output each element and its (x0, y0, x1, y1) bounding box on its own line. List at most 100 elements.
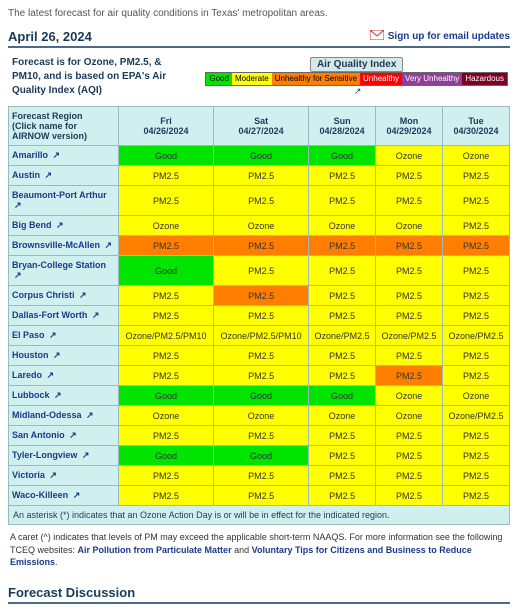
region-link[interactable]: Amarillo ↗ (9, 146, 119, 166)
aqi-level: Moderate (232, 73, 272, 85)
region-link[interactable]: El Paso ↗ (9, 326, 119, 346)
region-link[interactable]: Corpus Christi ↗ (9, 286, 119, 306)
external-link-icon: ↗ (79, 290, 87, 300)
external-link-icon: ↗ (86, 410, 94, 420)
forecast-cell: PM2.5 (119, 236, 214, 256)
region-link[interactable]: Beaumont-Port Arthur ↗ (9, 186, 119, 216)
forecast-cell: Ozone/PM2.5 (309, 326, 376, 346)
external-link-icon: ↗ (49, 330, 57, 340)
forecast-cell: Good (309, 146, 376, 166)
forecast-cell: PM2.5 (376, 306, 443, 326)
forecast-cell: Ozone (214, 216, 309, 236)
forecast-cell: PM2.5 (119, 166, 214, 186)
forecast-cell: Ozone (119, 216, 214, 236)
forecast-cell: PM2.5 (309, 426, 376, 446)
forecast-cell: PM2.5 (443, 426, 510, 446)
forecast-basis-text: Forecast is for Ozone, PM2.5, & PM10, an… (12, 56, 192, 98)
forecast-cell: PM2.5 (443, 286, 510, 306)
intro-text: The latest forecast for air quality cond… (8, 8, 510, 19)
forecast-cell: PM2.5 (376, 166, 443, 186)
external-link-icon: ↗ (82, 450, 90, 460)
forecast-cell: PM2.5 (443, 236, 510, 256)
external-link-icon: ↗ (54, 390, 62, 400)
forecast-cell: PM2.5 (443, 186, 510, 216)
forecast-cell: Good (119, 146, 214, 166)
table-row: Austin ↗PM2.5PM2.5PM2.5PM2.5PM2.5 (9, 166, 510, 186)
external-link-icon: ↗ (49, 470, 57, 480)
region-link[interactable]: Tyler-Longview ↗ (9, 446, 119, 466)
forecast-cell: PM2.5 (214, 366, 309, 386)
region-link[interactable]: Austin ↗ (9, 166, 119, 186)
forecast-cell: PM2.5 (309, 256, 376, 286)
region-link[interactable]: Waco-Killeen ↗ (9, 486, 119, 506)
aqi-level: Unhealthy (360, 73, 402, 85)
region-link[interactable]: Victoria ↗ (9, 466, 119, 486)
forecast-cell: PM2.5 (376, 286, 443, 306)
table-row: Dallas-Fort Worth ↗PM2.5PM2.5PM2.5PM2.5P… (9, 306, 510, 326)
external-link-icon: ↗ (56, 220, 64, 230)
forecast-cell: Ozone (443, 386, 510, 406)
forecast-cell: PM2.5 (376, 186, 443, 216)
region-link[interactable]: Midland-Odessa ↗ (9, 406, 119, 426)
forecast-cell: Good (309, 386, 376, 406)
forecast-cell: PM2.5 (309, 486, 376, 506)
forecast-cell: Ozone (376, 146, 443, 166)
forecast-cell: Ozone (119, 406, 214, 426)
signup-label: Sign up for email updates (388, 31, 510, 42)
region-link[interactable]: San Antonio ↗ (9, 426, 119, 446)
external-link-icon: ↗ (53, 150, 61, 160)
table-row: Corpus Christi ↗PM2.5PM2.5PM2.5PM2.5PM2.… (9, 286, 510, 306)
forecast-cell: PM2.5 (309, 236, 376, 256)
region-link[interactable]: Laredo ↗ (9, 366, 119, 386)
table-row: Lubbock ↗GoodGoodGoodOzoneOzone (9, 386, 510, 406)
region-link[interactable]: Dallas-Fort Worth ↗ (9, 306, 119, 326)
forecast-cell: PM2.5 (309, 466, 376, 486)
forecast-cell: PM2.5 (214, 166, 309, 186)
region-link[interactable]: Big Bend ↗ (9, 216, 119, 236)
forecast-cell: Good (214, 386, 309, 406)
table-row: Bryan-College Station ↗GoodPM2.5PM2.5PM2… (9, 256, 510, 286)
pm-note: A caret (^) indicates that levels of PM … (8, 525, 510, 575)
day-header: Fri04/26/2024 (119, 107, 214, 146)
region-header: Forecast Region(Click name for AIRNOW ve… (9, 107, 119, 146)
forecast-cell: PM2.5 (443, 466, 510, 486)
aqi-level: Good (206, 73, 232, 85)
forecast-cell: PM2.5 (443, 216, 510, 236)
region-link[interactable]: Bryan-College Station ↗ (9, 256, 119, 286)
forecast-cell: PM2.5 (309, 186, 376, 216)
forecast-cell: PM2.5 (443, 486, 510, 506)
region-link[interactable]: Houston ↗ (9, 346, 119, 366)
signup-link[interactable]: Sign up for email updates (370, 30, 510, 43)
forecast-cell: PM2.5 (214, 466, 309, 486)
forecast-cell: PM2.5 (309, 286, 376, 306)
forecast-cell: Good (119, 446, 214, 466)
forecast-cell: PM2.5 (214, 256, 309, 286)
forecast-cell: PM2.5 (376, 366, 443, 386)
aqi-legend[interactable]: Air Quality Index GoodModerateUnhealthy … (205, 57, 508, 97)
region-link[interactable]: Lubbock ↗ (9, 386, 119, 406)
forecast-cell: PM2.5 (214, 306, 309, 326)
forecast-cell: PM2.5 (119, 346, 214, 366)
forecast-cell: Ozone/PM2.5 (443, 326, 510, 346)
table-row: Waco-Killeen ↗PM2.5PM2.5PM2.5PM2.5PM2.5 (9, 486, 510, 506)
pm-and: and (232, 545, 252, 555)
forecast-cell: Ozone (309, 406, 376, 426)
forecast-cell: Ozone (443, 146, 510, 166)
day-header: Sat04/27/2024 (214, 107, 309, 146)
forecast-cell: PM2.5 (309, 446, 376, 466)
forecast-cell: PM2.5 (309, 346, 376, 366)
forecast-cell: Ozone (376, 386, 443, 406)
region-link[interactable]: Brownsville-McAllen ↗ (9, 236, 119, 256)
forecast-cell: Good (214, 446, 309, 466)
aqi-level: Very Unhealthy (402, 73, 462, 85)
forecast-cell: Ozone/PM2.5 (376, 326, 443, 346)
forecast-cell: PM2.5 (443, 366, 510, 386)
forecast-cell: Ozone/PM2.5/PM10 (119, 326, 214, 346)
forecast-cell: PM2.5 (376, 426, 443, 446)
pm-link-1[interactable]: Air Pollution from Particulate Matter (78, 545, 232, 555)
forecast-cell: PM2.5 (214, 426, 309, 446)
external-link-icon: ↗ (53, 350, 61, 360)
forecast-cell: PM2.5 (119, 426, 214, 446)
forecast-cell: Ozone/PM2.5/PM10 (214, 326, 309, 346)
forecast-cell: PM2.5 (443, 256, 510, 286)
